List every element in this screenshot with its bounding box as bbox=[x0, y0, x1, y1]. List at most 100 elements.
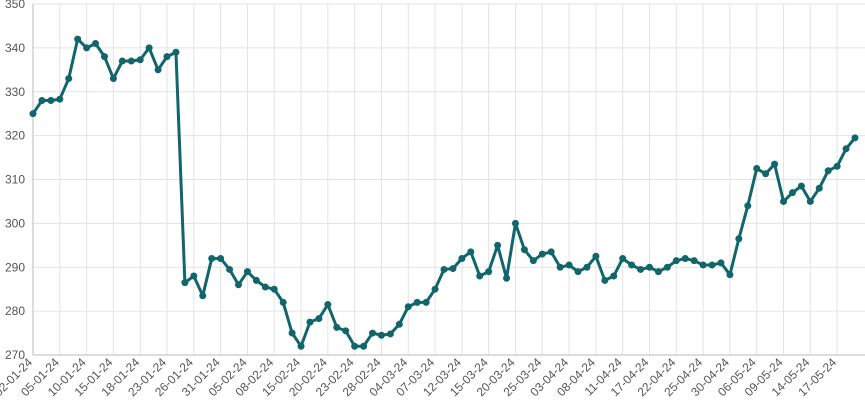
point bbox=[395, 320, 403, 328]
point bbox=[440, 265, 448, 273]
point bbox=[324, 301, 332, 309]
point bbox=[726, 271, 734, 279]
point bbox=[377, 331, 385, 339]
line bbox=[31, 37, 857, 348]
point bbox=[494, 241, 502, 249]
point bbox=[556, 263, 564, 271]
point bbox=[529, 257, 537, 265]
point bbox=[833, 162, 841, 170]
point bbox=[65, 75, 73, 83]
point bbox=[226, 265, 234, 273]
point bbox=[762, 170, 770, 178]
point bbox=[511, 219, 519, 227]
point bbox=[261, 283, 269, 291]
y-tick-label: 270 bbox=[5, 348, 25, 362]
point bbox=[404, 303, 412, 311]
point bbox=[47, 97, 55, 105]
point bbox=[38, 97, 46, 105]
y-tick-label: 310 bbox=[5, 173, 25, 187]
point bbox=[297, 342, 305, 350]
point bbox=[708, 261, 716, 269]
point bbox=[780, 197, 788, 205]
point bbox=[601, 276, 609, 284]
point bbox=[753, 165, 761, 173]
point bbox=[583, 263, 591, 271]
point bbox=[288, 329, 296, 337]
point bbox=[190, 272, 198, 280]
point bbox=[118, 57, 126, 65]
point bbox=[699, 261, 707, 269]
y-tick-label: 290 bbox=[5, 260, 25, 274]
point bbox=[503, 274, 511, 282]
point bbox=[619, 254, 627, 262]
point bbox=[279, 298, 287, 306]
point bbox=[351, 342, 359, 350]
point bbox=[690, 257, 698, 265]
point bbox=[538, 250, 546, 258]
point bbox=[29, 110, 37, 118]
point bbox=[369, 329, 377, 337]
point bbox=[824, 167, 832, 175]
y-tick-label: 330 bbox=[5, 85, 25, 99]
point bbox=[386, 330, 394, 338]
point bbox=[654, 268, 662, 276]
point bbox=[56, 95, 64, 103]
point bbox=[431, 285, 439, 293]
point bbox=[109, 75, 117, 83]
point bbox=[797, 182, 805, 190]
point bbox=[788, 189, 796, 197]
point bbox=[217, 254, 225, 262]
point bbox=[672, 257, 680, 265]
point bbox=[83, 44, 91, 52]
point bbox=[154, 66, 162, 74]
y-tick-label: 280 bbox=[5, 304, 25, 318]
point bbox=[163, 53, 171, 61]
point bbox=[574, 268, 582, 276]
point bbox=[449, 265, 457, 273]
point bbox=[547, 248, 555, 256]
point bbox=[208, 254, 216, 262]
point bbox=[663, 263, 671, 271]
point bbox=[235, 281, 242, 289]
point bbox=[806, 197, 814, 205]
point bbox=[92, 39, 100, 47]
point bbox=[851, 134, 859, 142]
point bbox=[842, 145, 850, 153]
point bbox=[172, 48, 180, 56]
point bbox=[520, 246, 528, 254]
point bbox=[771, 160, 779, 168]
point bbox=[145, 44, 153, 52]
point bbox=[646, 263, 653, 271]
point bbox=[422, 298, 430, 306]
point bbox=[199, 292, 207, 300]
point bbox=[610, 272, 618, 280]
point bbox=[181, 279, 189, 287]
point bbox=[744, 202, 752, 210]
point bbox=[592, 252, 600, 260]
point bbox=[252, 276, 260, 284]
point bbox=[637, 265, 645, 273]
point bbox=[74, 35, 82, 43]
point bbox=[476, 272, 484, 280]
y-tick-label: 320 bbox=[5, 129, 25, 143]
point bbox=[136, 56, 144, 64]
point bbox=[243, 268, 251, 276]
point bbox=[467, 248, 475, 256]
point bbox=[628, 261, 636, 269]
point bbox=[681, 254, 689, 262]
point bbox=[100, 53, 108, 61]
point bbox=[485, 268, 493, 276]
y-tick-label: 350 bbox=[5, 0, 25, 11]
point bbox=[413, 298, 421, 306]
y-tick-label: 300 bbox=[5, 216, 25, 230]
point bbox=[315, 315, 323, 323]
point bbox=[333, 323, 341, 331]
point bbox=[717, 259, 725, 267]
point bbox=[735, 235, 743, 243]
point bbox=[360, 342, 368, 350]
point bbox=[342, 327, 350, 335]
point bbox=[306, 318, 314, 326]
point bbox=[565, 261, 573, 269]
point bbox=[270, 285, 278, 293]
